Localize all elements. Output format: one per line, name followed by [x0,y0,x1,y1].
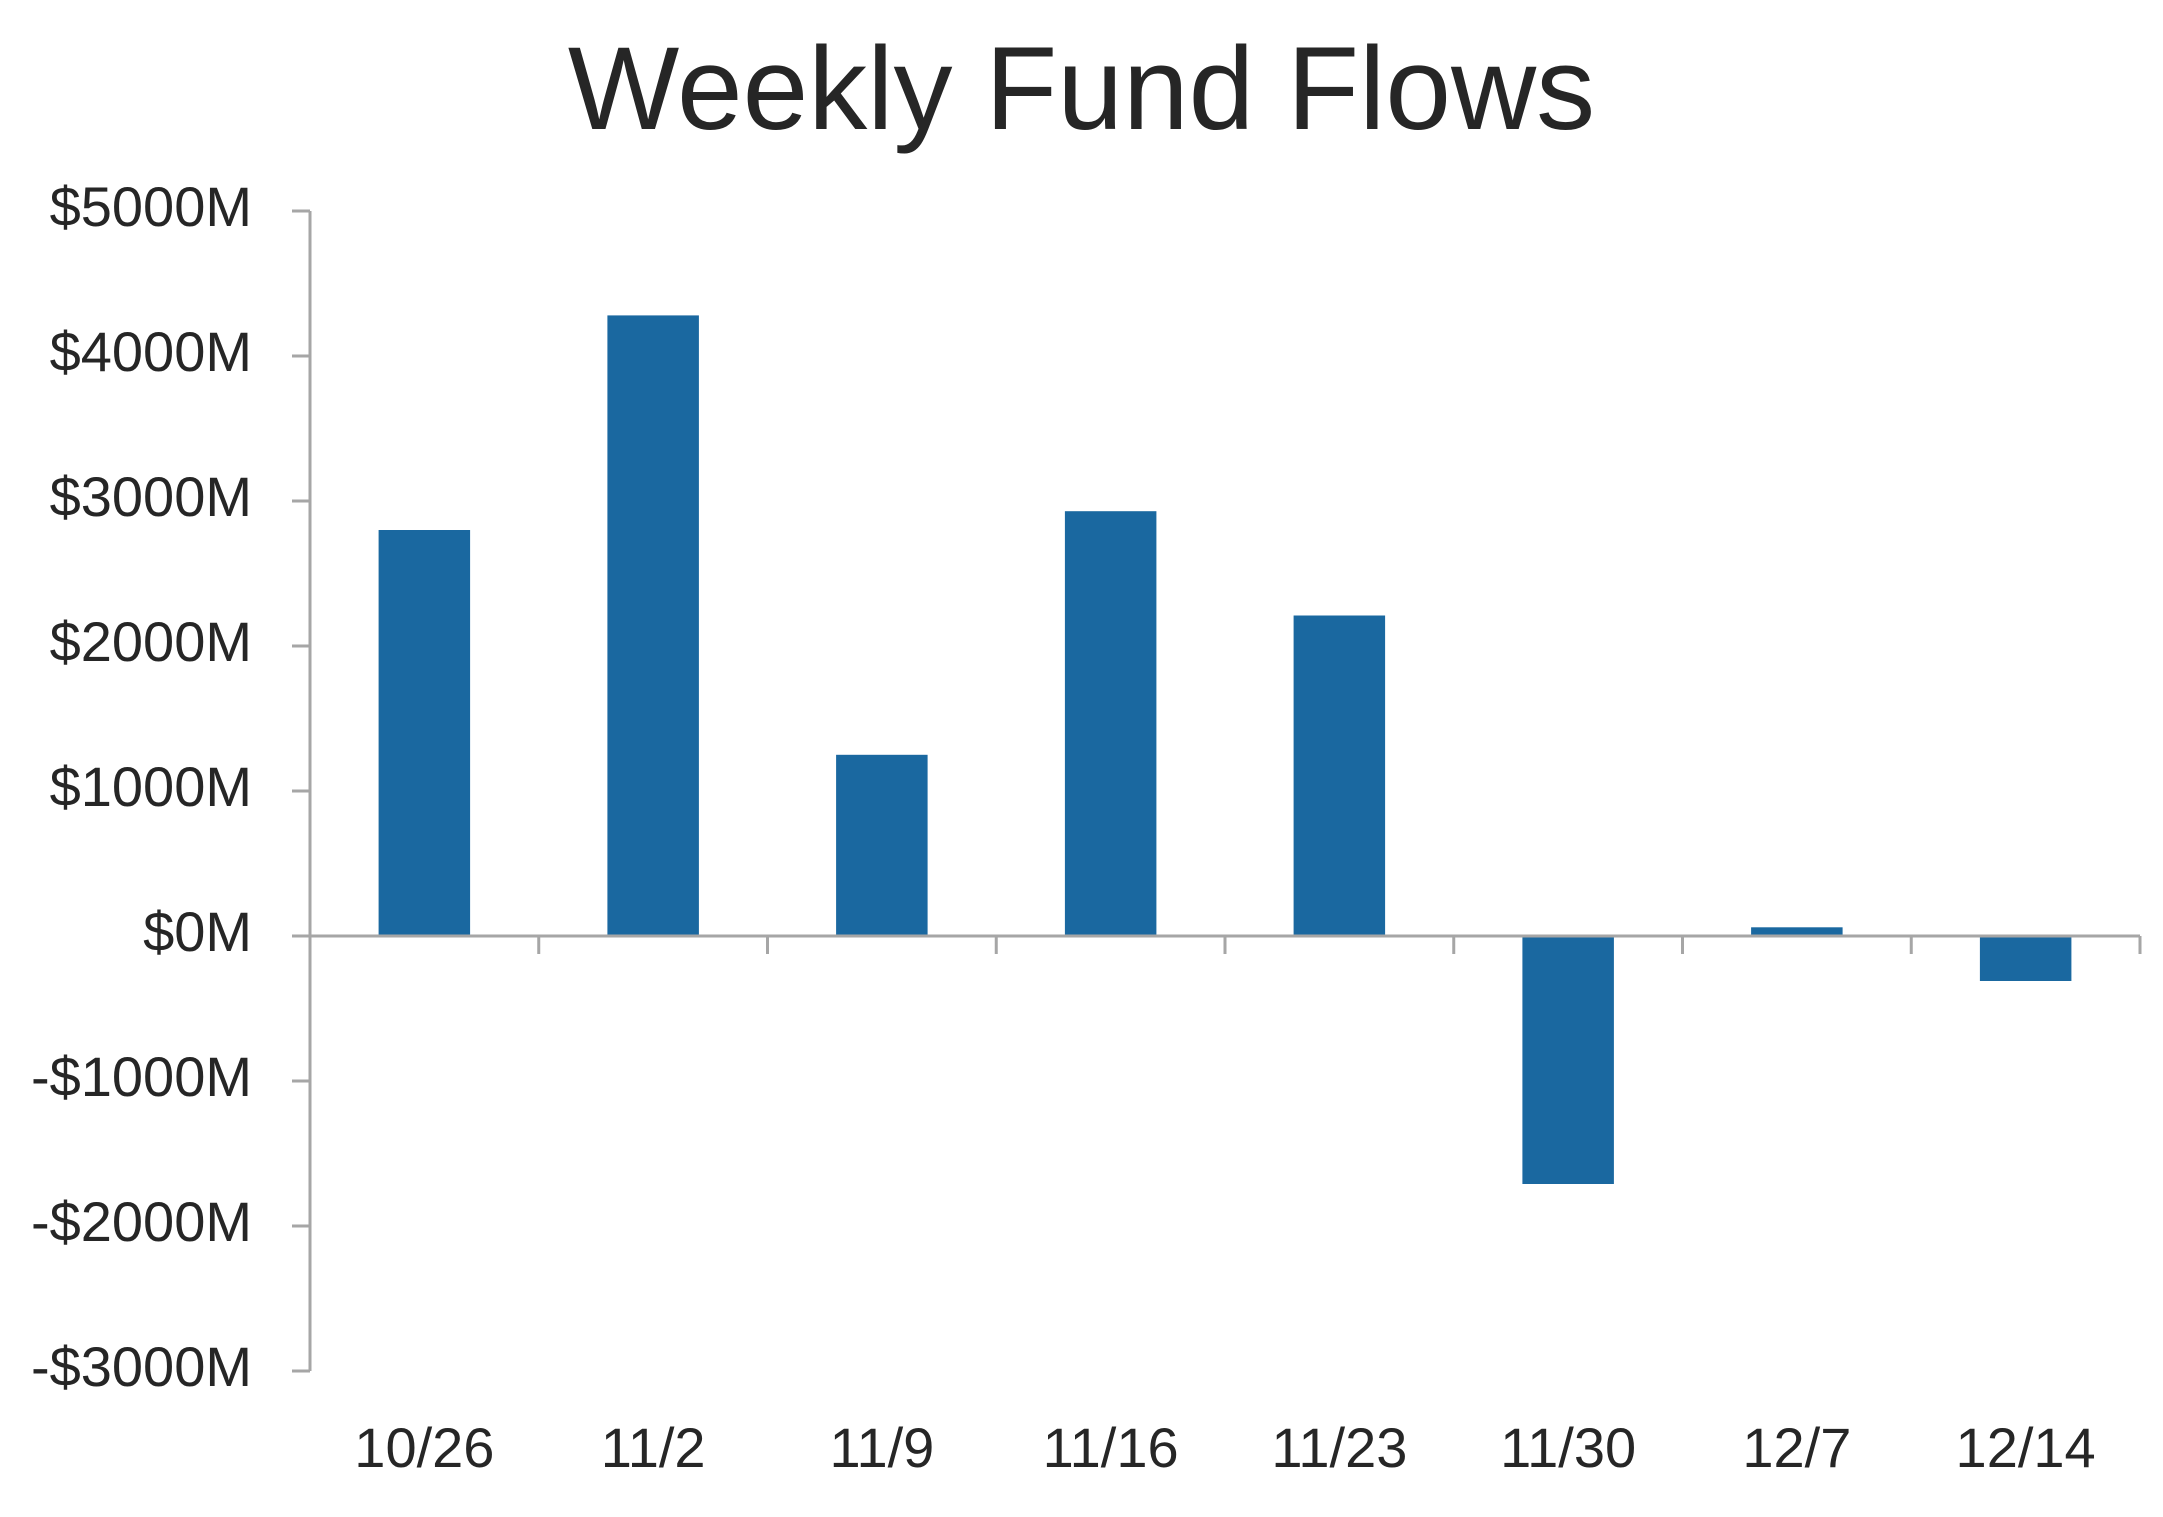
y-tick-label: $3000M [50,465,252,528]
chart-title: Weekly Fund Flows [567,23,1596,155]
x-tick-label: 11/16 [1043,1416,1179,1479]
y-tick-label: $0M [143,900,252,963]
y-tick-label: $4000M [50,320,252,383]
x-tick-label: 11/30 [1500,1416,1636,1479]
bar-10-26 [378,530,471,936]
y-tick-label: $1000M [50,755,252,818]
x-tick-label: 11/23 [1271,1416,1407,1479]
x-tick-label: 11/2 [601,1416,706,1479]
bar-12-14 [1979,936,2072,981]
x-tick-label: 10/26 [354,1416,494,1479]
bar-11-2 [607,315,699,936]
y-tick-label: -$3000M [31,1335,252,1398]
y-tick-label: -$1000M [31,1045,252,1108]
bar-12-7 [1751,927,1843,936]
x-tick-label: 11/9 [829,1416,934,1479]
bar-11-30 [1522,936,1614,1184]
bar-11-23 [1293,615,1386,936]
y-tick-label: $5000M [50,175,252,238]
x-tick-label: 12/14 [1956,1416,2096,1479]
bar-11-16 [1064,511,1157,936]
y-tick-label: -$2000M [31,1190,252,1253]
bar-11-9 [836,754,928,937]
x-tick-label: 12/7 [1742,1416,1851,1479]
y-tick-label: $2000M [50,610,252,673]
